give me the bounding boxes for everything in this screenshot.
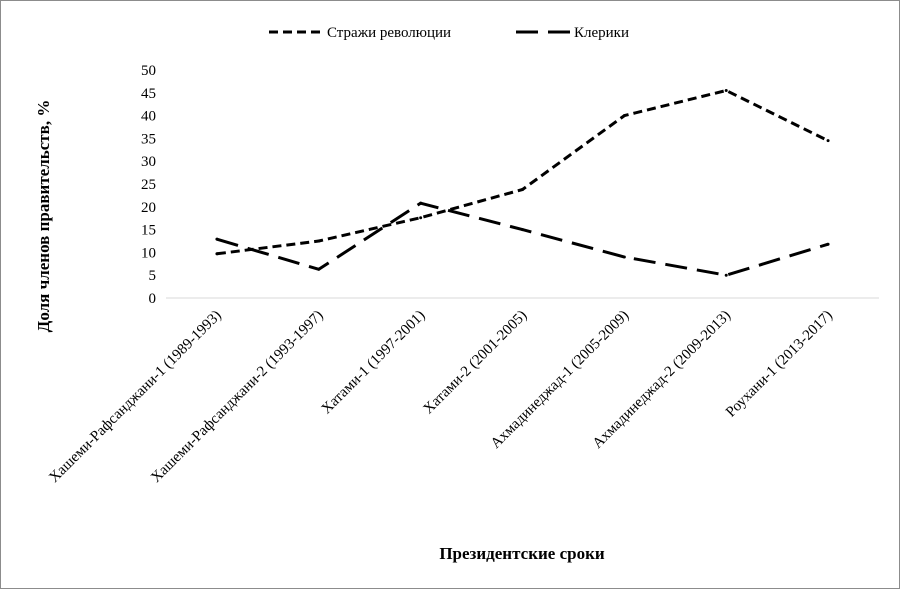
data-point [622,255,626,259]
x-tick-label: Хашеми-Рафсанджани-2 (1993-1997) [148,308,326,486]
x-tick-label: Хатами-1 (1997-2001) [319,308,429,418]
series-line-clerics [216,201,829,277]
y-tick-label: 5 [149,268,157,284]
x-axis-categories: Хашеми-Рафсанджани-1 (1989-1993)Хашеми-Р… [46,308,836,486]
data-point [215,252,219,256]
y-tick-label: 40 [141,109,156,125]
series-layer [215,89,830,277]
data-point [622,114,626,118]
legend-label-irgc: Стражи революции [327,25,451,41]
y-tick-label: 30 [141,154,156,170]
data-point [724,89,728,93]
legend: Стражи революции Клерики [269,25,629,41]
y-axis-ticks: 0 5 10 15 20 25 30 35 40 45 50 [141,63,156,307]
y-tick-label: 15 [141,223,156,239]
data-point [521,228,524,232]
data-point [826,139,830,143]
data-point [419,201,423,205]
y-tick-label: 20 [141,200,156,216]
data-point [419,216,423,220]
data-point [317,267,321,271]
x-tick-label: Хашеми-Рафсанджани-1 (1989-1993) [46,308,224,486]
y-axis-title: Доля членов правительств, % [34,100,53,333]
legend-label-clerics: Клерики [574,25,629,41]
x-tick-label: Хатами-2 (2001-2005) [421,308,531,418]
x-axis-title: Президентские сроки [439,544,605,563]
data-point [724,273,728,277]
y-tick-label: 25 [141,177,156,193]
data-point [215,237,219,241]
y-tick-label: 10 [141,245,156,261]
y-tick-label: 50 [141,63,156,79]
x-tick-label: Роухани-1 (2013-2017) [723,308,836,421]
data-point [521,187,524,191]
y-tick-label: 35 [141,131,156,147]
data-point [317,239,321,243]
y-tick-label: 0 [149,291,157,307]
data-point [826,242,830,246]
y-tick-label: 45 [141,86,156,102]
